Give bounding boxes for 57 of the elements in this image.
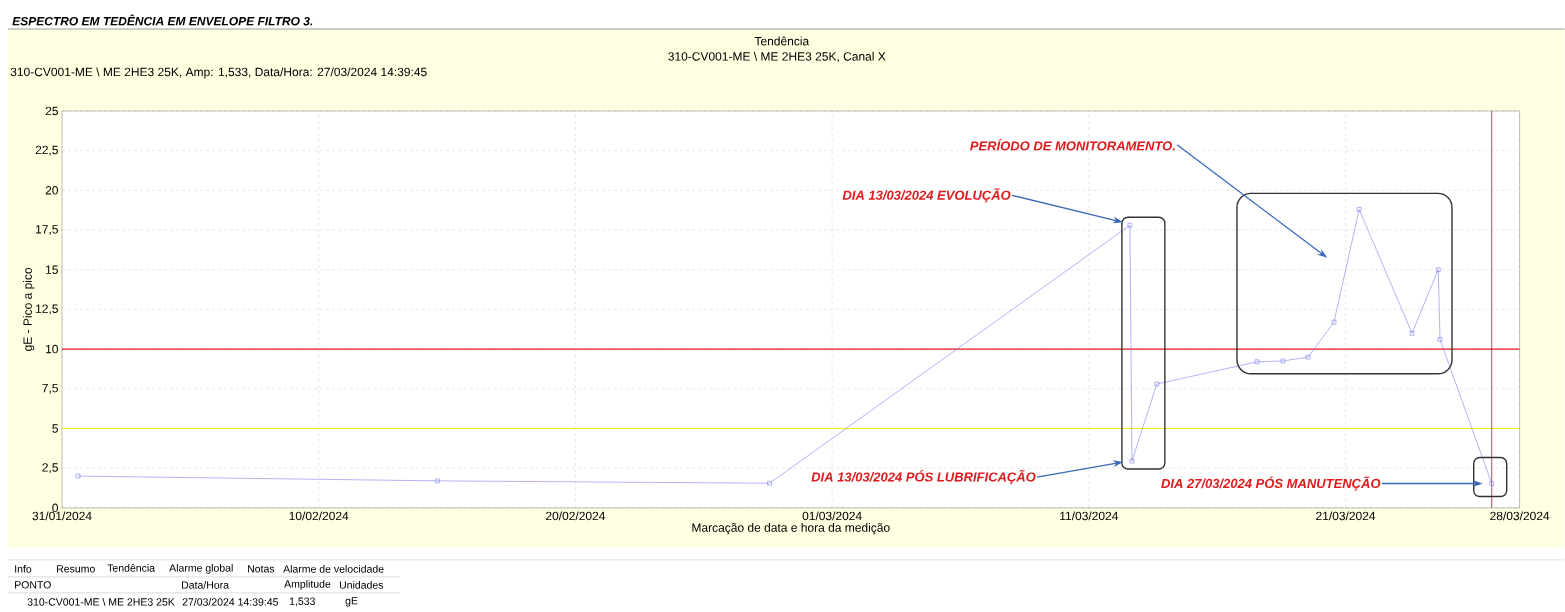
annotation: DIA 27/03/2024 PÓS MANUTENÇÃO	[1161, 476, 1381, 491]
point	[75, 473, 81, 479]
point	[1305, 354, 1311, 360]
text: Unidades	[339, 581, 384, 589]
x-tick-label: 11/03/2024	[1060, 511, 1119, 521]
point	[1129, 458, 1135, 464]
annotation: PERÍODO DE MONITORAMENTO.	[970, 138, 1175, 151]
x-tick-label: 31/01/2024	[32, 511, 92, 521]
x-tick-label: 21/03/2024	[1316, 511, 1376, 521]
chart-title: Tendência	[754, 36, 810, 46]
text: Notas	[248, 565, 275, 573]
point	[1127, 223, 1133, 228]
x-tick-label: 10/02/2024	[289, 511, 349, 521]
x-tick-label: 20/02/2024	[545, 511, 606, 521]
text: Data/Hora	[182, 581, 229, 589]
y-tick-label: 2,5	[42, 463, 58, 474]
y-tick-label: 15	[46, 265, 58, 274]
y-tick-label: 0	[52, 503, 58, 513]
y-tick-label: 20	[45, 186, 58, 195]
text: 310-CV001-ME \ ME 2HE3 25K	[27, 598, 175, 606]
text: Alarme de velocidade	[283, 565, 384, 573]
text: 1,533	[289, 597, 315, 607]
x-tick-label: 01/03/2024	[802, 511, 862, 521]
text: Info	[15, 565, 32, 573]
x-axis-title: Marcação de data e hora da medição	[692, 523, 890, 535]
point	[1254, 359, 1260, 365]
text: Alarme global	[169, 564, 233, 574]
point	[767, 481, 772, 486]
point	[1435, 267, 1441, 273]
point	[1356, 207, 1362, 212]
text: gE	[345, 597, 358, 607]
y-tick-label: 7,5	[42, 383, 58, 394]
text: ESPECTRO EM TEDÊNCIA EM ENVELOPE FILTRO 3.	[12, 14, 313, 26]
y-tick-label: 10	[46, 344, 58, 354]
point	[1437, 337, 1443, 342]
point	[1489, 481, 1495, 486]
annotation: DIA 13/03/2024 PÓS LUBRIFICAÇÃO	[811, 469, 1036, 485]
point	[1154, 381, 1160, 387]
x-tick-label: 28/03/2024	[1490, 511, 1550, 521]
y-axis-title: gE - Pico a pico	[23, 268, 35, 351]
y-tick-label: 17,5	[36, 225, 58, 235]
point	[1409, 331, 1415, 336]
y-tick-label: 5	[52, 424, 58, 433]
text: PONTO	[15, 581, 51, 589]
point	[1280, 358, 1286, 364]
annotation: DIA 13/03/2024 EVOLUÇÃO	[842, 188, 1011, 203]
text: 27/03/2024 14:39:45	[182, 598, 279, 606]
y-tick-label: 25	[45, 106, 58, 116]
text: Amplitude	[284, 580, 331, 590]
y-tick-label: 22,5	[35, 145, 58, 156]
text: Resumo	[57, 565, 95, 573]
point	[1331, 319, 1337, 325]
chart-subtitle: 310-CV001-ME \ ME 2HE3 25K, Canal X	[668, 51, 886, 63]
text: Tendência	[107, 564, 156, 572]
y-tick-label: 12,5	[36, 304, 58, 315]
text: 310-CV001-ME \ ME 2HE3 25K, Amp: 1,533, Data/Hora: 27/03/2024 14:39:45	[10, 67, 427, 79]
point	[435, 478, 440, 484]
